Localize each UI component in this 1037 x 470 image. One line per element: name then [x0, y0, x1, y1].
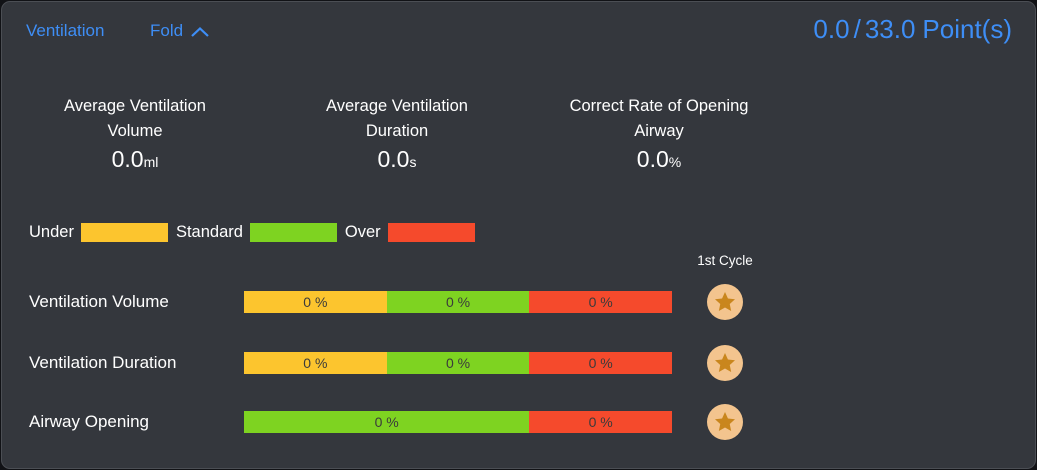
stat-label-line1: Average Ventilation	[326, 97, 468, 115]
stat-value: 0.0%	[636, 146, 682, 172]
bar-segment-over: 0 %	[529, 411, 672, 433]
bar-segment-standard: 0 %	[386, 291, 530, 313]
stat-unit: ml	[143, 154, 159, 170]
cycle-column-header: 1st Cycle	[697, 253, 753, 268]
cycle-star-badge	[707, 284, 743, 320]
score-unit: Point(s)	[922, 14, 1012, 44]
stat-unit: %	[668, 154, 682, 170]
stat-value: 0.0ml	[111, 146, 159, 172]
stat-label-line2: Duration	[365, 122, 429, 140]
stat-correct-rate-opening-airway: Correct Rate of Opening Airway 0.0%	[528, 94, 790, 175]
zone-distribution-bar: 0 % 0 % 0 %	[244, 352, 673, 374]
legend-label-under: Under	[29, 222, 74, 241]
legend-swatch-standard	[249, 222, 337, 242]
zone-legend: Under Standard Over	[29, 221, 475, 243]
stat-average-ventilation-volume: Average Ventilation Volume 0.0ml	[4, 94, 266, 175]
stat-label-line2: Volume	[107, 122, 163, 140]
legend-swatch-under	[80, 222, 168, 242]
stat-label-line1: Average Ventilation	[64, 97, 206, 115]
bar-row-airway-opening: Airway Opening 0 % 0 %	[2, 404, 1035, 440]
stat-label-line2: Airway	[634, 122, 684, 140]
bar-segment-under: 0 %	[244, 352, 387, 374]
chevron-up-icon	[191, 26, 209, 37]
legend-swatch-over	[387, 222, 475, 242]
star-icon	[715, 353, 735, 372]
fold-label: Fold	[150, 21, 184, 40]
panel-title: Ventilation	[26, 21, 105, 40]
cycle-star-badge	[707, 345, 743, 381]
zone-distribution-bar: 0 % 0 % 0 %	[244, 291, 673, 313]
legend-label-over: Over	[344, 222, 381, 241]
bar-segment-standard: 0 %	[386, 352, 530, 374]
bar-row-ventilation-volume: Ventilation Volume 0 % 0 % 0 %	[2, 284, 1035, 320]
score-display: 0.0/33.0 Point(s)	[813, 14, 1012, 45]
stat-average-ventilation-duration: Average Ventilation Duration 0.0s	[266, 94, 528, 175]
score-current: 0.0	[813, 14, 850, 44]
star-icon	[715, 292, 735, 311]
legend-label-standard: Standard	[175, 222, 243, 241]
bar-segment-over: 0 %	[529, 291, 673, 313]
row-label: Airway Opening	[29, 412, 150, 431]
row-label: Ventilation Volume	[29, 292, 169, 311]
bar-segment-under: 0 %	[244, 291, 387, 313]
bar-row-ventilation-duration: Ventilation Duration 0 % 0 % 0 %	[2, 345, 1035, 381]
score-divider: /	[853, 14, 861, 44]
cycle-star-badge	[707, 404, 743, 440]
stat-value: 0.0s	[377, 146, 417, 172]
bar-segment-over: 0 %	[529, 352, 673, 374]
score-max: 33.0	[864, 14, 916, 44]
star-icon	[715, 412, 735, 431]
stat-unit: s	[409, 154, 417, 170]
row-label: Ventilation Duration	[29, 353, 177, 372]
fold-toggle[interactable]: Fold	[150, 21, 210, 41]
stat-label-line1: Correct Rate of Opening	[569, 97, 749, 115]
zone-distribution-bar: 0 % 0 %	[244, 411, 672, 433]
bar-segment-standard: 0 %	[244, 411, 530, 433]
